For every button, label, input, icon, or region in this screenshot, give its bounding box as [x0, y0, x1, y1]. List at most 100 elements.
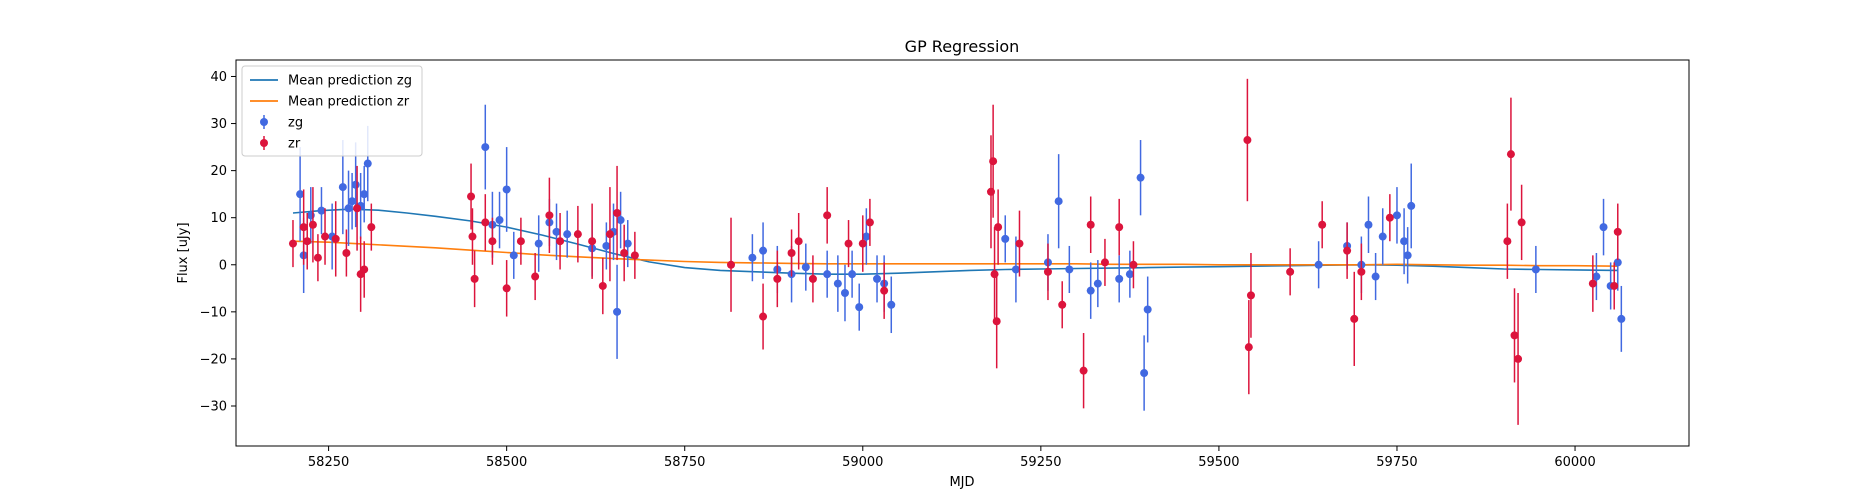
x-tick-label: 58500 [486, 455, 527, 470]
data-point-zg [1599, 223, 1608, 232]
data-point-zg [502, 185, 511, 194]
data-point-zg [748, 253, 757, 262]
data-point-zr [992, 317, 1001, 326]
data-point-zr [353, 204, 362, 213]
data-point-zg [495, 216, 504, 225]
data-point-zg [338, 183, 347, 192]
data-point-zr [1343, 246, 1352, 255]
legend-entry: zg [260, 115, 303, 131]
data-point-zg [1531, 265, 1540, 274]
data-point-zr [470, 274, 479, 283]
data-point-zr [308, 220, 317, 229]
data-point-zg [1054, 197, 1063, 206]
data-point-zr [989, 157, 998, 166]
data-point-zg [823, 270, 832, 279]
data-point-zg [1592, 272, 1601, 281]
data-point-zg [1136, 173, 1145, 182]
data-point-zg [1407, 201, 1416, 210]
data-point-zr [342, 249, 351, 257]
data-point-zr [1318, 220, 1327, 229]
data-point-zg [1400, 237, 1409, 246]
data-point-zr [1244, 343, 1253, 352]
data-point-zr [605, 230, 614, 239]
y-tick-label: −20 [200, 352, 227, 367]
data-point-zr [613, 208, 622, 217]
data-point-zr [787, 249, 796, 257]
data-point-zr [1015, 239, 1024, 248]
y-tick-label: 40 [210, 70, 227, 85]
data-point-zr [516, 237, 525, 246]
data-point-zr [1588, 279, 1597, 288]
data-point-zr [823, 211, 832, 220]
y-tick-label: 0 [219, 258, 227, 273]
data-point-zr [299, 223, 308, 232]
data-point-zg [1403, 251, 1412, 260]
data-point-zr [481, 218, 490, 227]
axes-layer: 58250 58500 58750 59000 59250 59500 59750 60000… [200, 59, 1690, 470]
data-point-zg [623, 239, 632, 248]
data-point-zr [1385, 213, 1394, 222]
data-point-zg [363, 159, 372, 168]
data-point-zr [1246, 291, 1255, 300]
data-point-zr [573, 230, 582, 239]
data-point-zr [880, 286, 889, 295]
x-axis-label: MJD [949, 475, 974, 490]
data-point-zr [598, 281, 607, 290]
data-point-zg [552, 227, 561, 236]
data-point-zg [1617, 314, 1626, 323]
x-tick-label: 59000 [842, 455, 883, 470]
legend-box [241, 65, 423, 157]
data-point-zr [1129, 260, 1138, 269]
data-point-zg [759, 246, 768, 255]
data-point-zg [1093, 279, 1102, 288]
data-point-zr [858, 239, 867, 248]
series-zg [296, 104, 1626, 411]
data-point-zr [502, 284, 511, 293]
legend-point-swatch [260, 118, 268, 126]
data-point-zr [321, 232, 330, 241]
y-tick-label: 20 [210, 164, 227, 179]
data-point-zg [1392, 211, 1401, 220]
data-point-zr [844, 239, 853, 248]
data-point-zr [588, 237, 597, 246]
data-point-zg [1143, 305, 1152, 314]
data-point-zr [1350, 314, 1359, 323]
legend: Mean prediction zg Mean prediction zr zg zr [241, 65, 423, 157]
data-point-zr [360, 265, 369, 274]
data-point-zr [727, 260, 736, 269]
data-point-zr [1115, 223, 1124, 232]
data-point-zg [344, 204, 353, 213]
data-point-zg [360, 190, 369, 199]
data-point-zg [801, 263, 810, 272]
legend-label: zg [288, 116, 303, 131]
data-point-zr [620, 249, 629, 257]
data-point-zg [602, 241, 611, 250]
data-point-zr [1058, 300, 1067, 309]
data-point-zr [303, 237, 312, 246]
data-point-zr [1086, 220, 1095, 229]
data-point-zg [840, 289, 849, 298]
data-point-zg [1086, 286, 1095, 295]
data-point-zg [613, 307, 622, 316]
plot-frame [235, 59, 1690, 447]
data-point-zg [848, 270, 857, 279]
data-point-zg [873, 274, 882, 283]
data-point-zr [556, 237, 565, 246]
legend-label: zr [288, 137, 301, 152]
data-point-zr [808, 274, 817, 283]
data-point-zg [1140, 369, 1149, 378]
data-point-zr [1514, 354, 1523, 363]
data-point-zr [1506, 150, 1515, 159]
legend-label: Mean prediction zr [288, 95, 410, 110]
data-point-zr [1610, 281, 1619, 290]
chart-title: GP Regression [905, 37, 1020, 56]
data-point-zr [1043, 267, 1052, 276]
x-tick-label: 60000 [1554, 455, 1595, 470]
data-point-zg [351, 180, 360, 189]
data-point-zr [367, 223, 376, 232]
legend-entry: Mean prediction zr [250, 95, 410, 110]
data-point-zr [545, 211, 554, 220]
y-tick-label: −10 [200, 305, 227, 320]
x-tick-label: 58250 [308, 455, 349, 470]
y-axis-label: Flux [uJy] [176, 222, 191, 283]
